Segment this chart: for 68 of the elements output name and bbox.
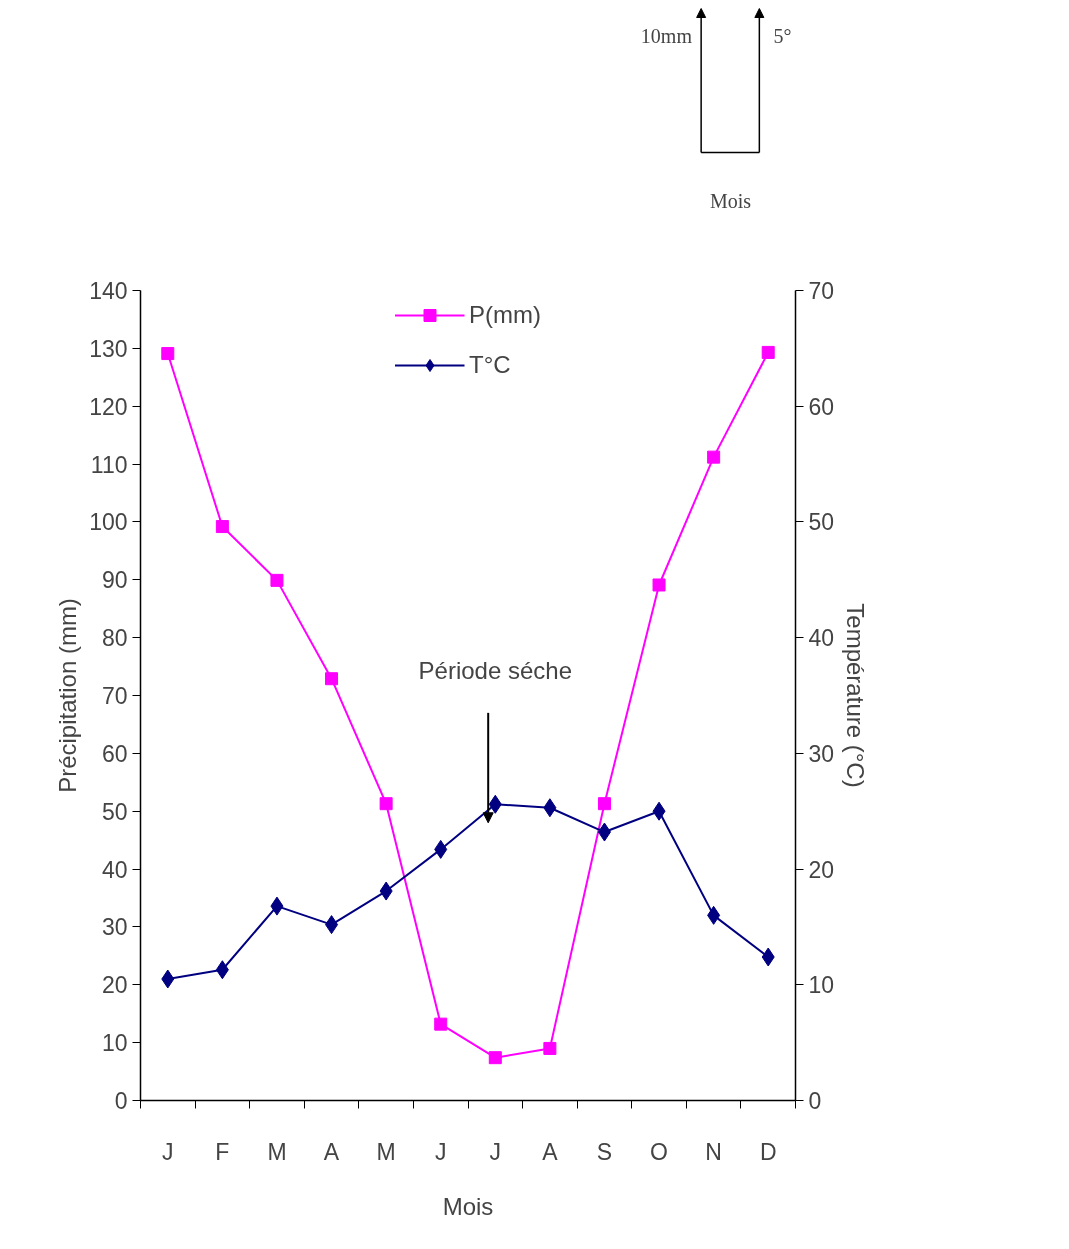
y2-tick-label: 40 [808, 625, 835, 652]
y-tick-label: 30 [101, 914, 128, 941]
point [270, 896, 284, 916]
y-tick-label: 50 [101, 798, 128, 825]
point [215, 520, 229, 534]
x-tick-label: A [542, 1138, 559, 1165]
point [434, 839, 448, 859]
point [325, 672, 339, 686]
point [215, 960, 229, 980]
x-tick-label: O [650, 1138, 668, 1165]
y2-tick-label: 10 [808, 972, 835, 999]
x-tick-label: J [162, 1138, 174, 1165]
y2-tick-label: 60 [808, 393, 835, 420]
point [488, 794, 502, 814]
y2-tick-label: 0 [808, 1088, 822, 1114]
text: Mois [709, 189, 752, 212]
point [379, 797, 393, 811]
y-tick-label: 90 [101, 567, 128, 594]
text: 10mm [640, 24, 693, 47]
point [597, 797, 611, 811]
y-tick-label: 130 [89, 335, 128, 362]
y2-tick-label: 50 [808, 509, 835, 536]
x-tick-label: N [705, 1138, 722, 1165]
x-tick-label: J [489, 1138, 502, 1165]
point [270, 573, 284, 587]
y2-tick-label: 30 [808, 740, 835, 767]
x-tick-label: A [323, 1138, 340, 1165]
y-tick-label: 20 [101, 972, 128, 999]
y-tick-label: 140 [89, 278, 128, 304]
x-tick-label: D [759, 1138, 777, 1165]
y2-tick-label: 20 [808, 856, 835, 883]
y-tick-label: 100 [89, 509, 128, 536]
point [707, 450, 721, 464]
y-tick-label: 70 [101, 683, 128, 709]
point [597, 822, 611, 842]
legend-label: P(mm) [469, 301, 541, 329]
point [161, 969, 175, 989]
legend-label: T°C [469, 351, 511, 379]
y-tick-label: 0 [114, 1088, 128, 1114]
point [379, 881, 393, 901]
point [761, 947, 775, 967]
point [325, 915, 339, 935]
y-tick-label: 10 [101, 1030, 128, 1057]
x-axis-title: Mois [442, 1192, 494, 1220]
y2-tick-label: 70 [808, 278, 835, 304]
point [652, 578, 666, 592]
x-tick-label: M [376, 1138, 396, 1165]
x-tick-label: S [596, 1138, 613, 1165]
y-tick-label: 120 [89, 393, 128, 420]
point [543, 1041, 557, 1055]
point [434, 1017, 448, 1031]
y-tick-label: 80 [101, 625, 128, 652]
y2-axis-title: Température (°C) [842, 603, 870, 788]
point [488, 1051, 502, 1065]
point [761, 345, 775, 359]
y-tick-label: 110 [90, 451, 128, 478]
text: 5° [773, 24, 792, 47]
y-tick-label: 60 [101, 740, 128, 767]
x-tick-label: F [215, 1138, 230, 1165]
point [543, 798, 557, 818]
point [652, 801, 666, 821]
point [161, 347, 175, 361]
annotation: Période séche [418, 656, 573, 684]
x-tick-label: J [434, 1138, 447, 1165]
y-axis-title: Précipitation (mm) [54, 598, 82, 793]
y-tick-label: 40 [101, 856, 128, 883]
x-tick-label: M [267, 1138, 287, 1165]
point [707, 905, 721, 925]
